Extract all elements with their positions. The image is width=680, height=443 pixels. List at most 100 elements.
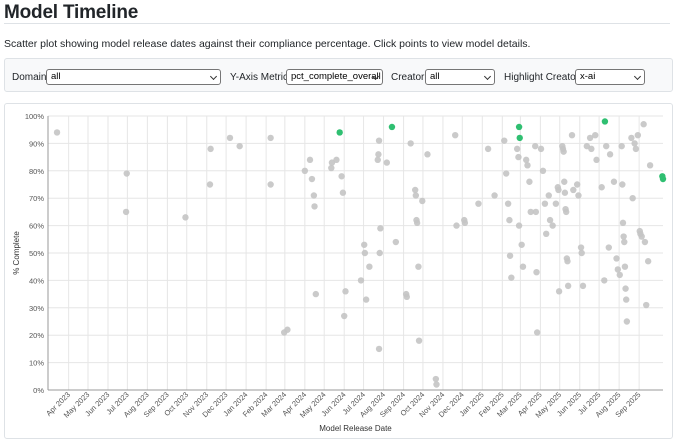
data-point[interactable]: [641, 238, 649, 246]
data-point[interactable]: [424, 151, 431, 158]
data-point[interactable]: [361, 249, 369, 257]
data-point[interactable]: [575, 192, 582, 199]
data-point[interactable]: [586, 134, 594, 142]
data-point[interactable]: [339, 189, 347, 196]
data-point[interactable]: [561, 189, 569, 196]
data-point[interactable]: [412, 192, 420, 199]
data-point[interactable]: [308, 175, 316, 183]
data-point[interactable]: [570, 186, 577, 194]
data-point[interactable]: [377, 225, 384, 232]
data-point[interactable]: [411, 186, 419, 194]
data-point[interactable]: [504, 200, 512, 207]
data-point[interactable]: [366, 263, 373, 270]
data-point[interactable]: [634, 131, 642, 139]
data-point[interactable]: [568, 131, 576, 139]
data-point[interactable]: [375, 151, 382, 158]
data-point[interactable]: [506, 252, 514, 259]
data-point[interactable]: [532, 208, 540, 216]
data-point[interactable]: [415, 263, 422, 270]
data-point[interactable]: [407, 140, 414, 147]
data-point[interactable]: [513, 145, 521, 153]
data-point[interactable]: [452, 131, 459, 139]
data-point[interactable]: [603, 142, 610, 150]
data-point[interactable]: [328, 164, 335, 172]
data-point[interactable]: [532, 142, 539, 150]
data-point[interactable]: [541, 200, 549, 207]
data-point[interactable]: [383, 159, 390, 166]
data-point[interactable]: [644, 258, 652, 265]
data-point[interactable]: [588, 145, 595, 153]
data-point[interactable]: [539, 167, 547, 174]
data-point[interactable]: [53, 129, 61, 136]
data-point[interactable]: [515, 153, 522, 161]
data-point[interactable]: [376, 249, 383, 257]
data-point[interactable]: [593, 156, 600, 164]
data-point[interactable]: [643, 301, 650, 309]
data-point[interactable]: [613, 255, 620, 262]
data-point[interactable]: [301, 167, 309, 174]
data-point[interactable]: [605, 244, 612, 251]
data-point[interactable]: [519, 263, 527, 270]
data-point[interactable]: [453, 222, 460, 229]
data-point[interactable]: [515, 222, 523, 229]
data-point[interactable]: [622, 285, 629, 292]
data-point[interactable]: [311, 203, 318, 210]
data-point[interactable]: [606, 151, 614, 158]
data-point[interactable]: [578, 249, 585, 257]
data-point[interactable]: [310, 192, 318, 199]
data-point[interactable]: [524, 162, 531, 169]
data-point[interactable]: [432, 375, 440, 383]
highlight-creator-select[interactable]: x-ai: [575, 69, 645, 85]
data-point[interactable]: [527, 208, 534, 216]
data-point[interactable]: [518, 241, 525, 248]
data-point[interactable]: [561, 178, 568, 185]
data-point[interactable]: [413, 219, 421, 227]
data-point[interactable]: [629, 195, 636, 202]
data-point[interactable]: [546, 216, 554, 224]
data-point[interactable]: [620, 233, 627, 240]
data-point[interactable]: [621, 238, 628, 246]
data-point[interactable]: [267, 134, 274, 142]
data-point[interactable]: [375, 137, 383, 144]
data-point[interactable]: [619, 181, 626, 188]
data-point[interactable]: [236, 142, 243, 150]
data-point[interactable]: [610, 178, 618, 185]
data-point[interactable]: [555, 186, 562, 194]
highlighted-data-point[interactable]: [388, 123, 396, 131]
data-point[interactable]: [522, 156, 530, 164]
data-point[interactable]: [267, 181, 274, 188]
data-point[interactable]: [342, 288, 349, 295]
data-point[interactable]: [533, 268, 540, 276]
y-axis-metric-select[interactable]: pct_complete_overall: [286, 69, 383, 85]
data-point[interactable]: [564, 258, 571, 265]
domain-select[interactable]: all: [46, 69, 221, 85]
data-point[interactable]: [632, 145, 640, 153]
data-point[interactable]: [579, 282, 587, 290]
data-point[interactable]: [640, 121, 647, 128]
highlighted-data-point[interactable]: [336, 129, 343, 136]
data-point[interactable]: [638, 233, 645, 240]
data-point[interactable]: [433, 381, 440, 388]
data-point[interactable]: [484, 145, 492, 153]
data-point[interactable]: [552, 200, 560, 207]
data-point[interactable]: [631, 140, 638, 147]
highlighted-data-point[interactable]: [515, 123, 523, 131]
data-point[interactable]: [206, 181, 214, 188]
data-point[interactable]: [564, 282, 572, 290]
data-point[interactable]: [501, 137, 508, 144]
data-point[interactable]: [333, 156, 340, 164]
data-point[interactable]: [182, 214, 189, 221]
data-point[interactable]: [621, 263, 629, 270]
data-point[interactable]: [623, 318, 631, 325]
data-point[interactable]: [226, 134, 234, 142]
data-point[interactable]: [537, 145, 545, 153]
data-point[interactable]: [577, 244, 585, 251]
data-point[interactable]: [508, 274, 515, 281]
data-point[interactable]: [306, 156, 314, 164]
data-point[interactable]: [491, 192, 498, 199]
data-point[interactable]: [563, 208, 570, 216]
data-point[interactable]: [506, 216, 513, 224]
data-point[interactable]: [341, 312, 348, 320]
data-point[interactable]: [601, 277, 608, 284]
data-point[interactable]: [461, 219, 469, 227]
